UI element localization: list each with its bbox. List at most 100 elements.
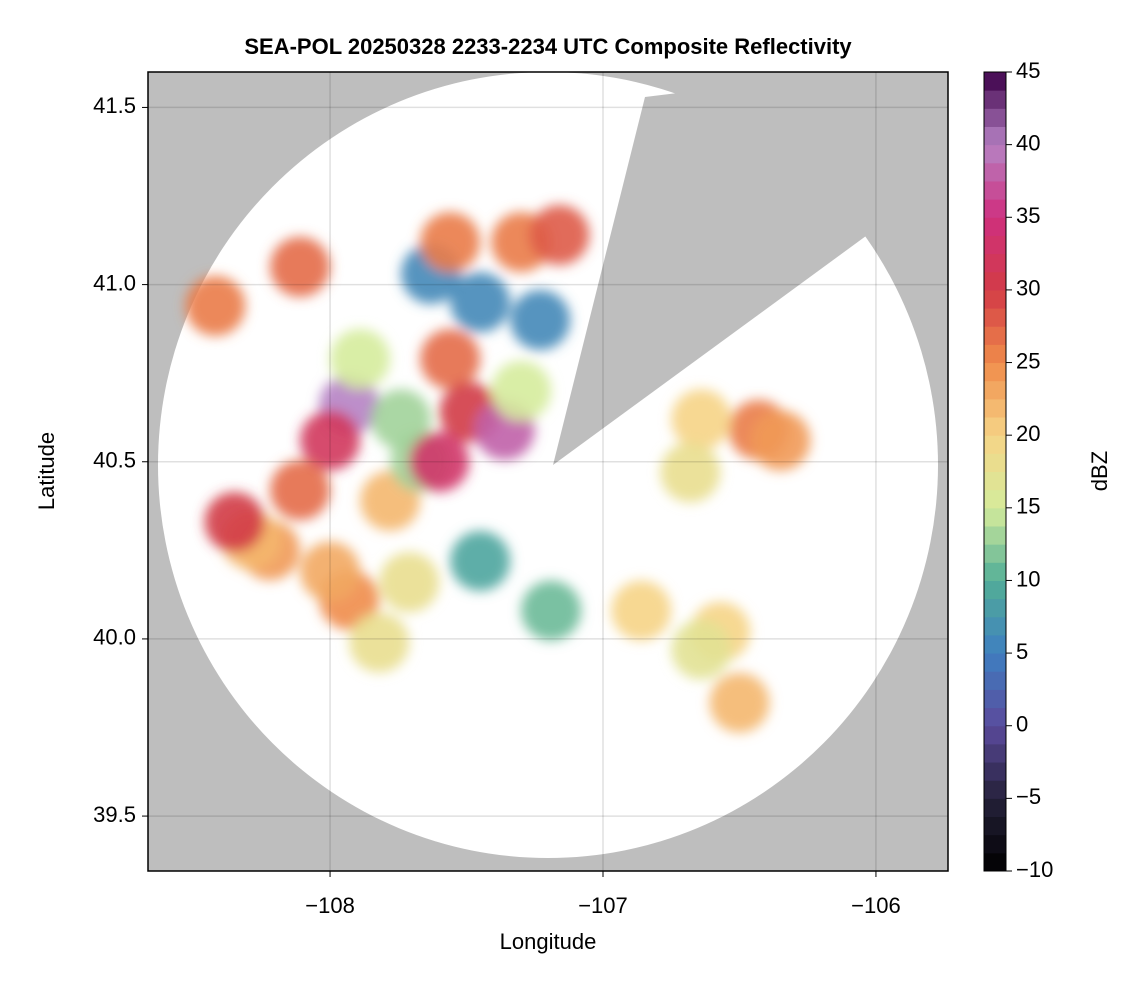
echo-cell <box>204 491 265 552</box>
y-tick-label: 39.5 <box>93 802 136 827</box>
echo-cell <box>611 580 672 641</box>
echo-cell <box>671 619 732 680</box>
echo-cell <box>750 410 811 471</box>
colorbar-segment <box>984 144 1006 164</box>
colorbar-segment <box>984 671 1006 690</box>
echo-cell <box>330 329 391 390</box>
colorbar-segment <box>984 852 1006 872</box>
colorbar-tick-label: 30 <box>1016 276 1040 301</box>
colorbar-segment <box>984 362 1006 382</box>
plot-frame <box>147 71 949 872</box>
coverage <box>158 72 948 858</box>
colorbar-segment <box>984 562 1006 581</box>
colorbar-segment <box>984 289 1006 309</box>
colorbar-tick-label: 0 <box>1016 712 1028 737</box>
y-tick-label: 40.5 <box>93 448 136 473</box>
colorbar-segment <box>984 72 1006 91</box>
echo-cell <box>660 442 721 503</box>
y-tick-label: 40.0 <box>93 625 136 650</box>
echo-cell <box>671 389 732 450</box>
colorbar-tick-label: −5 <box>1016 784 1041 809</box>
colorbar-segment <box>984 453 1006 472</box>
colorbar-segment <box>984 217 1006 236</box>
echo-cell <box>379 552 440 613</box>
colorbar-segment <box>984 471 1006 491</box>
colorbar-segment <box>984 507 1006 527</box>
colorbar-label: dBZ <box>1087 451 1112 491</box>
colorbar-segment <box>984 235 1006 255</box>
echo-cell <box>185 275 246 336</box>
colorbar-segment <box>984 489 1006 509</box>
colorbar-segment <box>984 253 1006 273</box>
x-axis-label: Longitude <box>500 929 597 954</box>
colorbar-segment <box>984 798 1006 818</box>
colorbar-tick-label: 35 <box>1016 203 1040 228</box>
colorbar-tick-label: 20 <box>1016 421 1040 446</box>
colorbar-segment <box>984 525 1006 545</box>
echo-cell <box>300 541 361 602</box>
colorbar-segment <box>984 398 1006 418</box>
colorbar-segment <box>984 344 1006 364</box>
x-tick-label: −108 <box>305 893 355 918</box>
y-tick-label: 41.0 <box>93 270 136 295</box>
colorbar-segment <box>984 417 1006 436</box>
colorbar-tick-label: 15 <box>1016 494 1040 519</box>
colorbar-tick-label: 45 <box>1016 58 1040 83</box>
y-tick-label: 41.5 <box>93 93 136 118</box>
x-tick-label: −106 <box>851 893 901 918</box>
colorbar-tick-label: 25 <box>1016 348 1040 373</box>
colorbar-segment <box>984 780 1006 799</box>
colorbar-segment <box>984 544 1006 563</box>
colorbar-tick-label: −10 <box>1016 857 1053 882</box>
colorbar-segment <box>984 707 1006 727</box>
colorbar-tick-label: 5 <box>1016 639 1028 664</box>
echo-cell <box>450 272 511 333</box>
echoes <box>185 204 811 733</box>
colorbar-segment <box>984 689 1006 709</box>
colorbar-segment <box>984 816 1006 836</box>
colorbar-segment <box>984 725 1006 745</box>
echo-cell <box>450 530 511 591</box>
colorbar-segment <box>984 634 1006 654</box>
colorbar-segment <box>984 762 1006 781</box>
colorbar-segment <box>984 580 1006 600</box>
echo-cell <box>300 410 361 471</box>
colorbar-segment <box>984 653 1006 672</box>
colorbar-segment <box>984 435 1006 454</box>
colorbar-segment <box>984 743 1006 763</box>
echo-cell <box>510 290 571 351</box>
echo-cell <box>371 389 432 450</box>
colorbar-segment <box>984 90 1006 109</box>
colorbar-segment <box>984 162 1006 182</box>
echo-cell <box>349 612 410 673</box>
colorbar-segment <box>984 598 1006 618</box>
colorbar-segment <box>984 271 1006 291</box>
echo-cell <box>521 580 582 641</box>
chart-title: SEA-POL 20250328 2233-2234 UTC Composite… <box>244 34 852 59</box>
echo-cell <box>529 204 590 265</box>
echo-cell <box>409 431 470 492</box>
colorbar-segment <box>984 108 1006 127</box>
echo-cell <box>420 212 481 273</box>
colorbar-segment <box>984 199 1006 218</box>
echo-cell <box>491 360 552 421</box>
colorbar-tick-label: 40 <box>1016 130 1040 155</box>
colorbar-tick-label: 10 <box>1016 566 1040 591</box>
colorbar-segment <box>984 380 1006 400</box>
colorbar-frame <box>983 71 1007 872</box>
echo-cell <box>420 329 481 390</box>
colorbar-segment <box>984 616 1006 636</box>
blocked-sector <box>553 72 948 465</box>
x-tick-label: −107 <box>578 893 628 918</box>
colorbar-segment <box>984 308 1006 327</box>
colorbar-segment <box>984 326 1006 345</box>
colorbar: −10 −5 0 5 10 15 20 25 30 35 40 45 <box>983 58 1053 882</box>
colorbar-segment <box>984 126 1006 146</box>
colorbar-segment <box>984 180 1006 200</box>
grid <box>148 72 948 871</box>
echo-cell <box>270 236 331 297</box>
y-axis-label: Latitude <box>34 432 59 510</box>
colorbar-segment <box>984 834 1006 854</box>
echo-cell <box>270 460 331 521</box>
